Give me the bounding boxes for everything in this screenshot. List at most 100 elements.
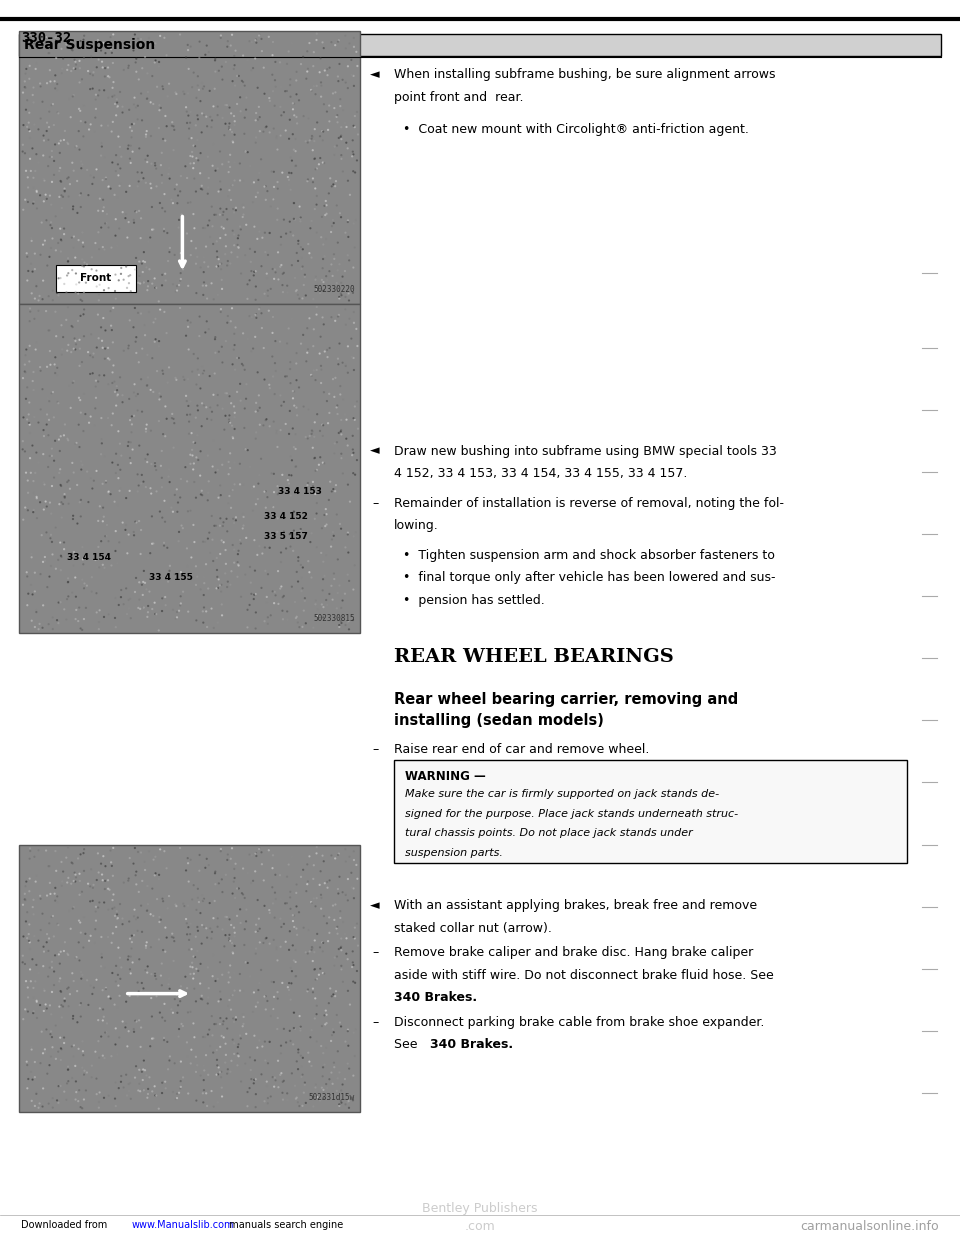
Point <box>144 1006 159 1026</box>
Point <box>108 161 124 181</box>
Point <box>315 933 330 953</box>
Point <box>265 32 280 52</box>
Point <box>279 334 295 354</box>
Point <box>124 120 139 140</box>
Point <box>153 1002 168 1022</box>
Point <box>279 867 295 887</box>
Point <box>349 391 365 411</box>
Point <box>196 1081 211 1100</box>
Point <box>146 850 161 869</box>
Point <box>76 1046 91 1066</box>
Point <box>324 537 339 556</box>
Point <box>204 273 219 293</box>
Point <box>133 473 149 493</box>
Point <box>209 579 225 599</box>
Point <box>101 217 116 237</box>
Point <box>333 1016 348 1036</box>
Point <box>227 170 242 190</box>
Point <box>109 97 125 117</box>
Point <box>332 334 348 354</box>
Point <box>65 1006 81 1026</box>
Point <box>213 508 228 528</box>
Point <box>54 1040 69 1059</box>
Point <box>227 1012 242 1032</box>
Point <box>230 544 246 564</box>
Point <box>317 453 332 473</box>
Point <box>227 202 242 222</box>
Point <box>181 119 197 139</box>
Point <box>19 595 35 615</box>
Point <box>39 113 55 133</box>
Point <box>222 412 237 432</box>
Point <box>124 933 139 953</box>
Point <box>37 546 53 566</box>
Text: ◄: ◄ <box>370 68 379 81</box>
Point <box>134 401 150 421</box>
Point <box>140 63 156 83</box>
Point <box>43 1047 59 1067</box>
Point <box>129 568 144 587</box>
Point <box>282 922 298 941</box>
Point <box>130 972 145 992</box>
Point <box>309 159 324 179</box>
Point <box>277 366 293 386</box>
Point <box>164 112 180 132</box>
Point <box>243 252 258 272</box>
Point <box>222 180 237 200</box>
Point <box>196 1027 211 1047</box>
Point <box>183 313 199 333</box>
Point <box>124 128 139 148</box>
Point <box>90 222 106 242</box>
Point <box>300 171 315 191</box>
Point <box>295 579 310 599</box>
Point <box>286 502 301 522</box>
Point <box>45 619 60 638</box>
Point <box>339 349 354 369</box>
Point <box>231 66 247 86</box>
Point <box>345 426 360 446</box>
Point <box>182 102 198 122</box>
Point <box>129 1056 144 1076</box>
Point <box>317 61 332 81</box>
Point <box>280 283 296 303</box>
Point <box>152 390 167 410</box>
Point <box>331 30 347 50</box>
Point <box>151 292 166 312</box>
Point <box>309 76 324 96</box>
Point <box>190 396 205 416</box>
Point <box>220 522 235 542</box>
Point <box>266 161 281 181</box>
Point <box>109 902 125 922</box>
Point <box>66 86 82 106</box>
Point <box>342 1098 357 1118</box>
Point <box>301 563 317 582</box>
Point <box>104 1046 119 1066</box>
Point <box>127 383 142 402</box>
Point <box>285 389 300 409</box>
Point <box>75 549 90 569</box>
Point <box>201 446 216 466</box>
Point <box>274 1043 289 1063</box>
Point <box>145 273 160 293</box>
Point <box>138 938 154 958</box>
Point <box>278 224 294 243</box>
Point <box>167 1053 182 1073</box>
Point <box>276 610 291 630</box>
Point <box>101 879 116 899</box>
Point <box>98 856 113 876</box>
Point <box>44 438 60 458</box>
Point <box>300 400 316 420</box>
Point <box>132 949 147 969</box>
Point <box>36 979 52 999</box>
Point <box>195 276 210 296</box>
Point <box>229 247 245 267</box>
Point <box>184 128 200 148</box>
Point <box>155 508 170 528</box>
Point <box>62 174 78 194</box>
Point <box>237 888 252 908</box>
Point <box>202 893 217 913</box>
Point <box>207 874 223 894</box>
Point <box>252 163 267 183</box>
Point <box>223 968 238 987</box>
Point <box>190 888 205 908</box>
